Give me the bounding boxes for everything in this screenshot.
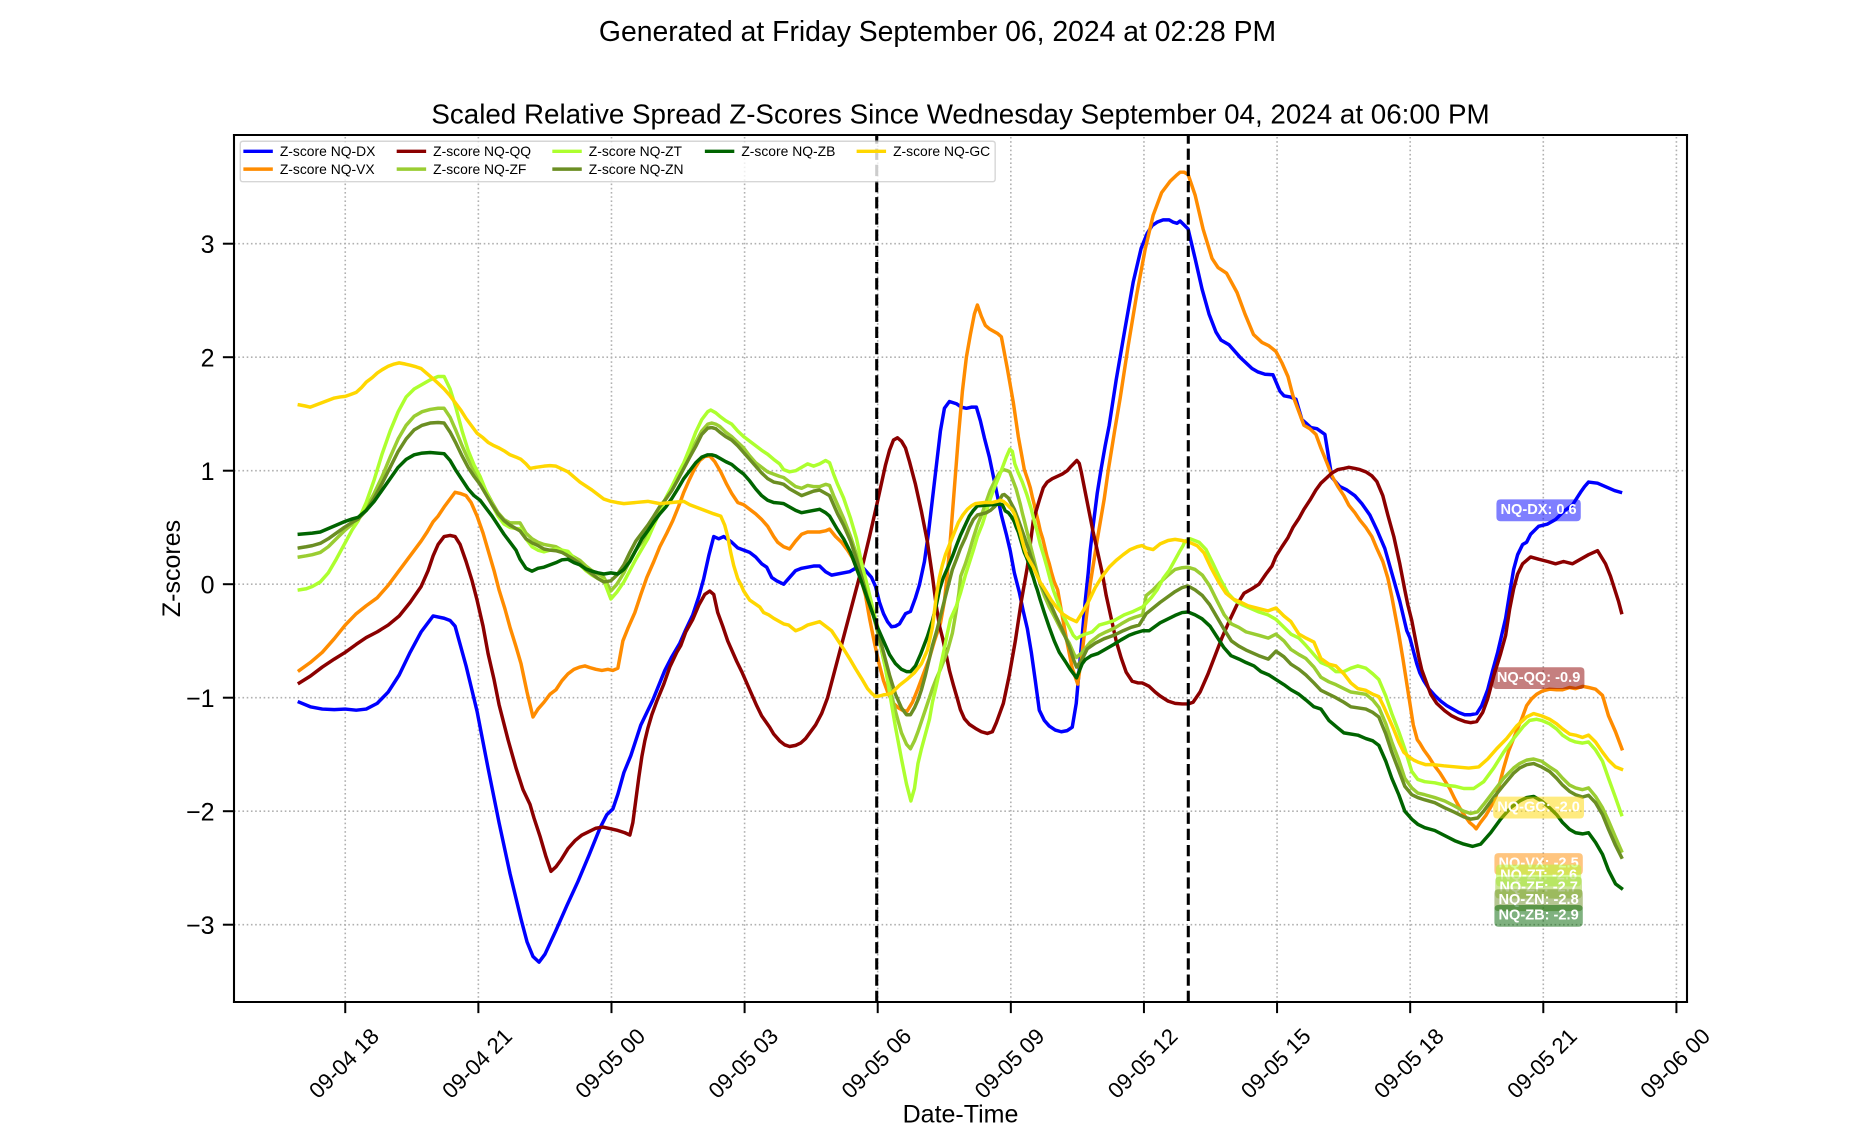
svg-text:−3: −3 xyxy=(186,912,215,940)
svg-text:NQ-DX: 0.6: NQ-DX: 0.6 xyxy=(1501,502,1577,518)
svg-text:Z-scores: Z-scores xyxy=(158,520,186,617)
svg-text:Z-score NQ-ZN: Z-score NQ-ZN xyxy=(589,161,684,177)
svg-text:Z-score NQ-ZF: Z-score NQ-ZF xyxy=(433,161,526,177)
svg-text:Z-score NQ-VX: Z-score NQ-VX xyxy=(280,161,375,177)
svg-text:Z-score NQ-ZT: Z-score NQ-ZT xyxy=(589,143,683,159)
svg-text:−1: −1 xyxy=(186,685,215,713)
svg-text:NQ-ZB: -2.9: NQ-ZB: -2.9 xyxy=(1499,908,1579,924)
svg-text:Z-score NQ-ZB: Z-score NQ-ZB xyxy=(741,143,835,159)
svg-text:Z-score NQ-DX: Z-score NQ-DX xyxy=(280,143,376,159)
svg-text:0: 0 xyxy=(201,571,215,599)
svg-text:Z-score NQ-QQ: Z-score NQ-QQ xyxy=(433,143,531,159)
svg-text:Z-score NQ-GC: Z-score NQ-GC xyxy=(893,143,990,159)
svg-text:NQ-GC: -2.0: NQ-GC: -2.0 xyxy=(1497,799,1580,815)
svg-text:−2: −2 xyxy=(186,798,215,826)
svg-text:NQ-QQ: -0.9: NQ-QQ: -0.9 xyxy=(1497,670,1580,686)
svg-text:NQ-ZN: -2.8: NQ-ZN: -2.8 xyxy=(1499,892,1579,908)
svg-text:2: 2 xyxy=(201,344,215,372)
svg-text:Generated at Friday September: Generated at Friday September 06, 2024 a… xyxy=(599,16,1276,48)
svg-text:3: 3 xyxy=(201,231,215,259)
svg-text:Scaled Relative Spread Z-Score: Scaled Relative Spread Z-Scores Since We… xyxy=(431,99,1489,130)
svg-text:Date-Time: Date-Time xyxy=(903,1100,1019,1125)
svg-text:1: 1 xyxy=(201,458,215,486)
